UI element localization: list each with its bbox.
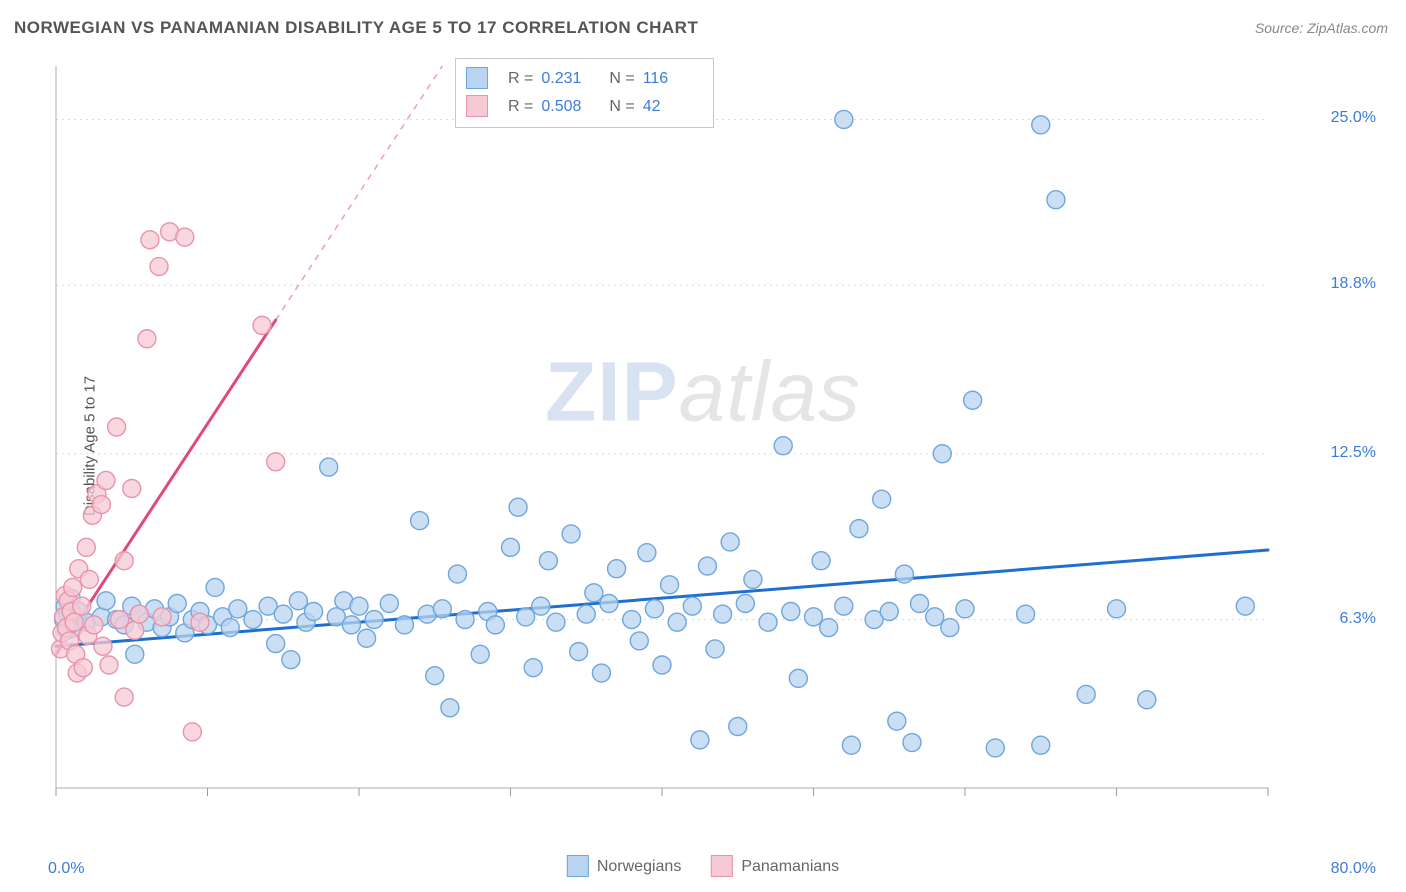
legend-swatch xyxy=(466,67,488,89)
x-axis-min-label: 0.0% xyxy=(48,860,84,878)
legend-swatch xyxy=(466,95,488,117)
series-legend: Norwegians Panamanians xyxy=(567,856,839,878)
y-tick-label: 12.5% xyxy=(1331,444,1376,462)
legend-item: Panamanians xyxy=(711,856,839,878)
legend-swatch xyxy=(711,855,733,877)
plot-svg xyxy=(48,58,1328,818)
legend-label: Panamanians xyxy=(741,858,839,875)
legend-item: Norwegians xyxy=(567,856,681,878)
scatter-plot xyxy=(48,58,1328,818)
stats-legend-row: R = 0.508 N = 42 xyxy=(466,93,699,121)
x-axis-max-label: 80.0% xyxy=(1331,860,1376,878)
legend-label: Norwegians xyxy=(597,858,681,875)
stat-N-value: 42 xyxy=(643,93,699,121)
stat-R-label: R = xyxy=(508,93,533,121)
source-label: Source: ZipAtlas.com xyxy=(1255,20,1388,36)
stat-N-label: N = xyxy=(609,65,634,93)
stats-legend: R = 0.231 N = 116 R = 0.508 N = 42 xyxy=(455,58,714,128)
stat-R-value: 0.231 xyxy=(541,65,597,93)
stats-legend-row: R = 0.231 N = 116 xyxy=(466,65,699,93)
stat-N-value: 116 xyxy=(643,65,699,93)
y-tick-label: 6.3% xyxy=(1340,610,1376,628)
y-tick-label: 25.0% xyxy=(1331,109,1376,127)
stat-R-label: R = xyxy=(508,65,533,93)
y-tick-label: 18.8% xyxy=(1331,275,1376,293)
stat-R-value: 0.508 xyxy=(541,93,597,121)
chart-title: NORWEGIAN VS PANAMANIAN DISABILITY AGE 5… xyxy=(14,18,698,38)
header: NORWEGIAN VS PANAMANIAN DISABILITY AGE 5… xyxy=(0,0,1406,50)
legend-swatch xyxy=(567,855,589,877)
stat-N-label: N = xyxy=(609,93,634,121)
